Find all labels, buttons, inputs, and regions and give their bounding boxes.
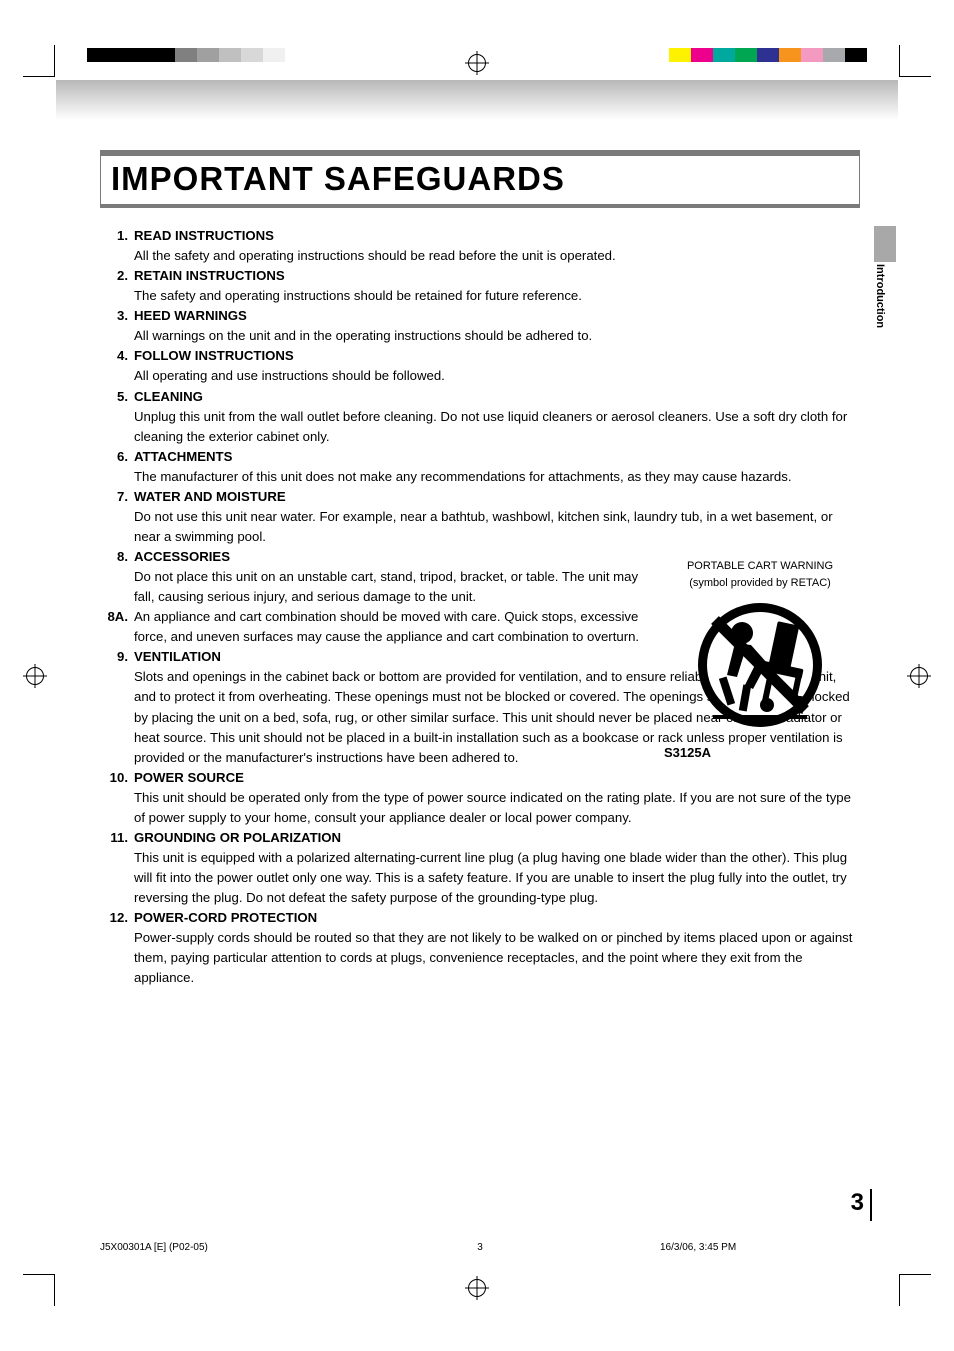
item-title: RETAIN INSTRUCTIONS bbox=[134, 266, 860, 286]
item-body: CLEANINGUnplug this unit from the wall o… bbox=[134, 387, 860, 447]
item-body: POWER SOURCEThis unit should be operated… bbox=[134, 768, 860, 828]
item-body: ATTACHMENTSThe manufacturer of this unit… bbox=[134, 447, 860, 487]
item-text: All the safety and operating instruction… bbox=[134, 246, 860, 266]
footer-page: 3 bbox=[430, 1242, 530, 1253]
cart-warning-line1: PORTABLE CART WARNING bbox=[660, 558, 860, 575]
item-number: 10. bbox=[100, 768, 134, 828]
list-item: 6.ATTACHMENTSThe manufacturer of this un… bbox=[100, 447, 860, 487]
list-item: 7.WATER AND MOISTUREDo not use this unit… bbox=[100, 487, 860, 547]
registration-mark-icon bbox=[26, 667, 44, 685]
item-body: WATER AND MOISTUREDo not use this unit n… bbox=[134, 487, 860, 547]
item-text: Power-supply cords should be routed so t… bbox=[134, 928, 860, 988]
item-number: 5. bbox=[100, 387, 134, 447]
item-text: This unit is equipped with a polarized a… bbox=[134, 848, 860, 908]
footer: J5X00301A [E] (P02-05) 3 16/3/06, 3:45 P… bbox=[100, 1242, 860, 1253]
item-text: Do not place this unit on an unstable ca… bbox=[134, 567, 660, 607]
item-title: WATER AND MOISTURE bbox=[134, 487, 860, 507]
item-text: Do not use this unit near water. For exa… bbox=[134, 507, 860, 547]
print-color-bar-left bbox=[87, 48, 285, 62]
item-number: 12. bbox=[100, 908, 134, 988]
item-number: 4. bbox=[100, 346, 134, 386]
item-number: 8. bbox=[100, 547, 134, 607]
cart-warning-label: S3125A bbox=[660, 743, 860, 763]
item-body: FOLLOW INSTRUCTIONSAll operating and use… bbox=[134, 346, 860, 386]
crop-mark bbox=[899, 45, 931, 77]
safeguards-list: 1.READ INSTRUCTIONSAll the safety and op… bbox=[100, 226, 860, 988]
item-text: The manufacturer of this unit does not m… bbox=[134, 467, 860, 487]
item-title: ACCESSORIES bbox=[134, 547, 660, 567]
list-item: 1.READ INSTRUCTIONSAll the safety and op… bbox=[100, 226, 860, 266]
page-number-rule bbox=[870, 1189, 872, 1221]
item-body: GROUNDING OR POLARIZATIONThis unit is eq… bbox=[134, 828, 860, 908]
item-text: All operating and use instructions shoul… bbox=[134, 366, 860, 386]
list-item: 2.RETAIN INSTRUCTIONSThe safety and oper… bbox=[100, 266, 860, 306]
section-tab-label: Introduction bbox=[874, 262, 886, 342]
item-body: HEED WARNINGSAll warnings on the unit an… bbox=[134, 306, 860, 346]
item-number: 2. bbox=[100, 266, 134, 306]
cart-warning-line2: (symbol provided by RETAC) bbox=[660, 575, 860, 592]
item-title: FOLLOW INSTRUCTIONS bbox=[134, 346, 860, 366]
item-number: 3. bbox=[100, 306, 134, 346]
section-tab: Introduction bbox=[874, 226, 896, 336]
footer-timestamp: 16/3/06, 3:45 PM bbox=[660, 1242, 860, 1253]
registration-mark-icon bbox=[468, 54, 486, 72]
item-text: Unplug this unit from the wall outlet be… bbox=[134, 407, 860, 447]
page-title: IMPORTANT SAFEGUARDS bbox=[101, 156, 859, 204]
item-text: An appliance and cart combination should… bbox=[134, 607, 660, 647]
list-item: 4.FOLLOW INSTRUCTIONSAll operating and u… bbox=[100, 346, 860, 386]
item-title: READ INSTRUCTIONS bbox=[134, 226, 860, 246]
item-body: POWER-CORD PROTECTIONPower-supply cords … bbox=[134, 908, 860, 988]
item-title: HEED WARNINGS bbox=[134, 306, 860, 326]
list-item: 10.POWER SOURCEThis unit should be opera… bbox=[100, 768, 860, 828]
item-body: RETAIN INSTRUCTIONSThe safety and operat… bbox=[134, 266, 860, 306]
page-content: IMPORTANT SAFEGUARDS 1.READ INSTRUCTIONS… bbox=[100, 150, 860, 988]
print-color-bar-right bbox=[669, 48, 867, 62]
footer-doc-id: J5X00301A [E] (P02-05) bbox=[100, 1242, 300, 1253]
list-item: 11.GROUNDING OR POLARIZATIONThis unit is… bbox=[100, 828, 860, 908]
registration-mark-icon bbox=[910, 667, 928, 685]
title-block: IMPORTANT SAFEGUARDS bbox=[100, 150, 860, 208]
item-text: The safety and operating instructions sh… bbox=[134, 286, 860, 306]
item-title: ATTACHMENTS bbox=[134, 447, 860, 467]
item-text: All warnings on the unit and in the oper… bbox=[134, 326, 860, 346]
item-text: This unit should be operated only from t… bbox=[134, 788, 860, 828]
title-rule bbox=[101, 204, 859, 207]
page-top-gradient bbox=[56, 80, 898, 120]
item-number: 1. bbox=[100, 226, 134, 266]
crop-mark bbox=[23, 1274, 55, 1306]
item-number: 9. bbox=[100, 647, 134, 767]
item-number: 7. bbox=[100, 487, 134, 547]
item-number: 6. bbox=[100, 447, 134, 487]
registration-mark-icon bbox=[468, 1279, 486, 1297]
item-number: 8A. bbox=[100, 607, 134, 647]
cart-warning-icon bbox=[660, 595, 860, 741]
list-item: 12.POWER-CORD PROTECTIONPower-supply cor… bbox=[100, 908, 860, 988]
page-number: 3 bbox=[851, 1189, 864, 1217]
section-tab-marker bbox=[874, 226, 896, 262]
cart-warning-block: PORTABLE CART WARNING (symbol provided b… bbox=[660, 558, 860, 763]
item-title: POWER SOURCE bbox=[134, 768, 860, 788]
crop-mark bbox=[899, 1274, 931, 1306]
item-title: GROUNDING OR POLARIZATION bbox=[134, 828, 860, 848]
item-number: 11. bbox=[100, 828, 134, 908]
item-title: CLEANING bbox=[134, 387, 860, 407]
list-item: 5.CLEANINGUnplug this unit from the wall… bbox=[100, 387, 860, 447]
list-item: 3.HEED WARNINGSAll warnings on the unit … bbox=[100, 306, 860, 346]
item-title: POWER-CORD PROTECTION bbox=[134, 908, 860, 928]
crop-mark bbox=[23, 45, 55, 77]
item-body: READ INSTRUCTIONSAll the safety and oper… bbox=[134, 226, 860, 266]
